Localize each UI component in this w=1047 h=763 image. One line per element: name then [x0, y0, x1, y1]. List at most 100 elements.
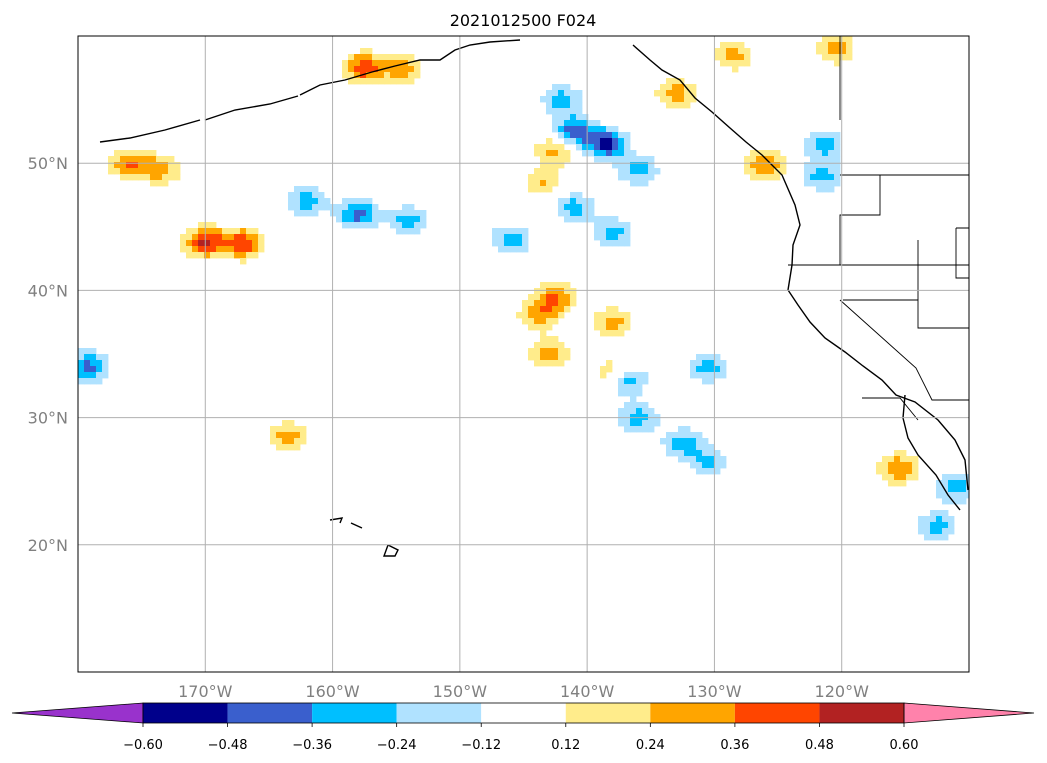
field-cell — [222, 246, 229, 253]
field-cell — [888, 480, 895, 487]
field-cell — [282, 432, 289, 439]
field-cell — [828, 186, 835, 193]
field-cell — [732, 60, 739, 67]
field-cell — [744, 168, 751, 175]
field-cell — [954, 492, 961, 499]
lat-tick-label: 40°N — [28, 281, 68, 300]
field-cell — [186, 234, 193, 241]
field-cell — [642, 174, 649, 181]
field-cell — [564, 108, 571, 115]
field-cell — [276, 432, 283, 439]
field-cell — [672, 450, 679, 457]
field-cell — [606, 216, 613, 223]
field-cell — [900, 474, 907, 481]
field-cell — [318, 204, 325, 211]
field-cell — [552, 342, 559, 349]
field-cell — [660, 90, 667, 97]
field-cell — [234, 252, 241, 259]
field-cell — [624, 240, 631, 247]
field-cell — [690, 90, 697, 97]
field-cell — [414, 66, 421, 73]
field-cell — [528, 324, 535, 331]
field-cell — [324, 198, 331, 205]
field-cell — [366, 204, 373, 211]
field-cell — [930, 516, 937, 523]
field-cell — [732, 48, 739, 55]
field-cell — [546, 342, 553, 349]
field-cell — [408, 228, 415, 235]
field-cell — [114, 168, 121, 175]
field-cell — [534, 186, 541, 193]
field-cell — [318, 198, 325, 205]
field-cell — [288, 444, 295, 451]
field-cell — [600, 132, 607, 139]
field-cell — [690, 372, 697, 379]
field-cell — [144, 162, 151, 169]
field-cell — [246, 240, 253, 247]
field-cell — [78, 366, 85, 373]
field-cell — [228, 252, 235, 259]
field-cell — [234, 246, 241, 253]
field-cell — [588, 198, 595, 205]
field-cell — [642, 162, 649, 169]
field-cell — [630, 180, 637, 187]
field-cell — [402, 66, 409, 73]
field-cell — [594, 126, 601, 133]
field-cell — [594, 144, 601, 151]
field-cell — [360, 222, 367, 229]
field-cell — [588, 204, 595, 211]
field-cell — [396, 78, 403, 85]
field-cell — [666, 90, 673, 97]
field-cell — [618, 156, 625, 163]
field-cell — [936, 492, 943, 499]
field-cell — [228, 228, 235, 235]
field-cell — [624, 132, 631, 139]
field-cell — [576, 96, 583, 103]
field-cell — [186, 228, 193, 235]
field-cell — [558, 312, 565, 319]
field-cell — [834, 174, 841, 181]
field-cell — [168, 174, 175, 181]
field-cell — [636, 162, 643, 169]
field-cell — [942, 510, 949, 517]
lon-tick-label: 160°W — [305, 682, 360, 701]
field-cell — [534, 312, 541, 319]
field-cell — [738, 54, 745, 61]
field-cell — [552, 96, 559, 103]
field-cell — [612, 330, 619, 337]
field-cell — [672, 96, 679, 103]
field-cell — [696, 468, 703, 475]
field-cell — [564, 294, 571, 301]
field-cell — [528, 318, 535, 325]
field-cell — [330, 210, 337, 217]
field-cell — [624, 234, 631, 241]
field-cell — [540, 300, 547, 307]
field-cell — [642, 378, 649, 385]
field-cell — [582, 150, 589, 157]
field-cell — [576, 132, 583, 139]
field-cell — [762, 168, 769, 175]
field-cell — [816, 144, 823, 151]
field-cell — [126, 174, 133, 181]
field-cell — [636, 420, 643, 427]
field-cell — [402, 210, 409, 217]
field-cell — [384, 216, 391, 223]
field-cell — [570, 210, 577, 217]
field-cell — [558, 126, 565, 133]
field-cell — [576, 138, 583, 145]
field-cell — [642, 156, 649, 163]
field-cell — [822, 162, 829, 169]
field-cell — [384, 60, 391, 67]
field-cell — [384, 78, 391, 85]
field-cell — [540, 312, 547, 319]
field-cell — [228, 246, 235, 253]
field-cell — [150, 156, 157, 163]
field-cell — [606, 306, 613, 313]
colorbar-segment — [143, 703, 228, 723]
field-cell — [306, 186, 313, 193]
field-cell — [720, 360, 727, 367]
field-cell — [948, 480, 955, 487]
field-cell — [684, 432, 691, 439]
field-cell — [150, 180, 157, 187]
colorbar-segment — [481, 703, 566, 723]
